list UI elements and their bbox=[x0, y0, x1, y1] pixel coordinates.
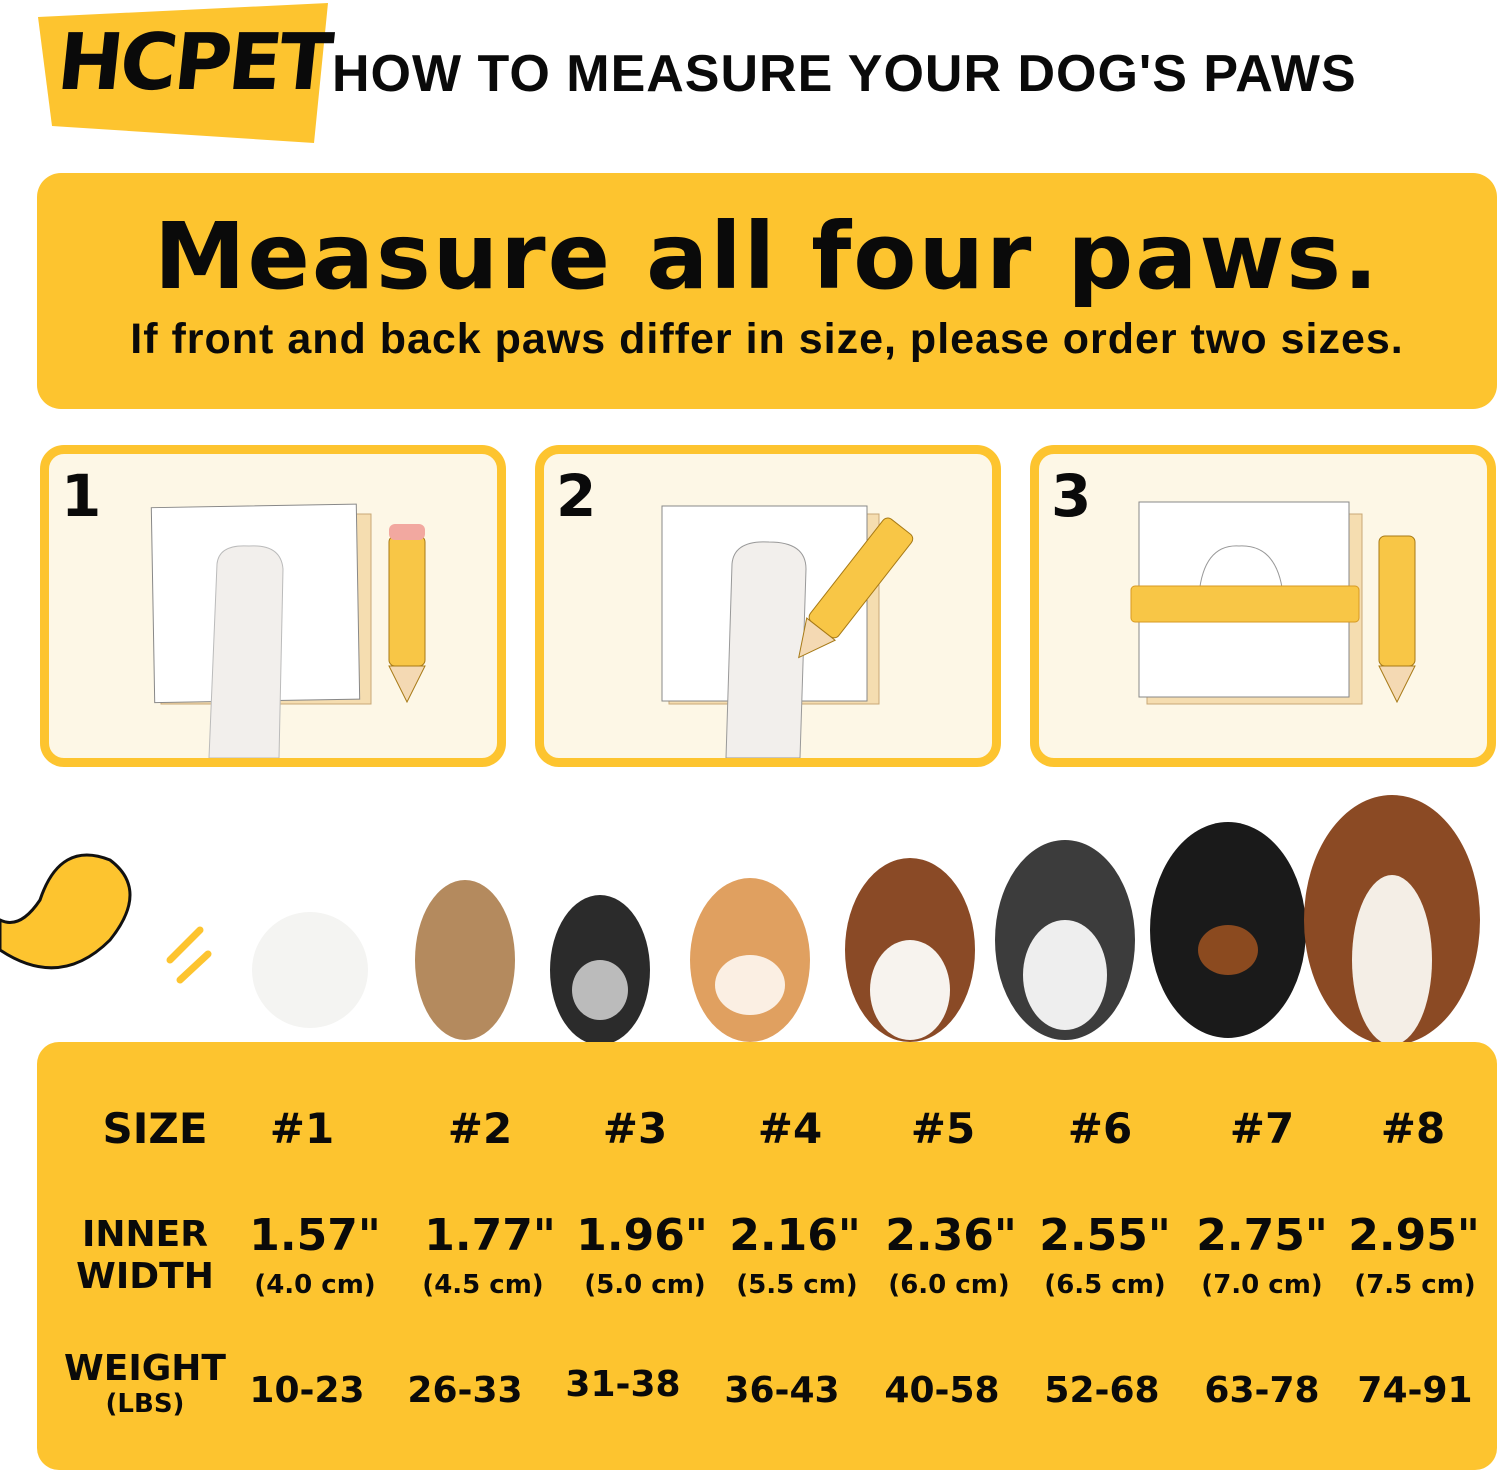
weight-range: 26-33 bbox=[407, 1370, 523, 1411]
size-header: #7 bbox=[1229, 1104, 1295, 1153]
width-inches: 2.36" bbox=[885, 1210, 1017, 1261]
weight-range: 36-43 bbox=[724, 1370, 840, 1411]
dog-husky-icon bbox=[995, 840, 1135, 1040]
size-header: #2 bbox=[447, 1104, 513, 1153]
dog-schnauzer-icon bbox=[550, 895, 650, 1045]
inner-label: INNER bbox=[82, 1214, 208, 1255]
measure-with-ruler-illustration bbox=[1130, 501, 1416, 705]
size-row-label: SIZE bbox=[102, 1104, 208, 1153]
dog-aussie-icon bbox=[845, 858, 975, 1042]
step-number: 3 bbox=[1051, 462, 1092, 530]
size-header: #8 bbox=[1380, 1104, 1446, 1153]
dog-rottweiler-icon bbox=[1150, 822, 1306, 1038]
weight-range: 40-58 bbox=[884, 1370, 1000, 1411]
dog-bichon-icon bbox=[252, 912, 368, 1028]
size-header: #4 bbox=[757, 1104, 823, 1153]
width-inches: 2.95" bbox=[1348, 1210, 1480, 1261]
dog-yorkie-icon bbox=[415, 880, 515, 1040]
width-cm: (5.5 cm) bbox=[736, 1270, 858, 1300]
weight-label: WEIGHT (LBS) bbox=[64, 1348, 226, 1419]
step-number: 1 bbox=[61, 462, 102, 530]
banner-headline: Measure all four paws. bbox=[153, 203, 1381, 310]
size-header: #5 bbox=[910, 1104, 976, 1153]
dog-shiba-icon bbox=[690, 878, 810, 1042]
step-3-panel: 3 bbox=[1030, 445, 1496, 767]
width-cm: (4.5 cm) bbox=[422, 1270, 544, 1300]
width-cm: (5.0 cm) bbox=[584, 1270, 706, 1300]
step-1-panel: 1 bbox=[40, 445, 506, 767]
weight-unit-label: (LBS) bbox=[105, 1389, 185, 1419]
step-2-panel: 2 bbox=[535, 445, 1001, 767]
weight-range: 10-23 bbox=[249, 1370, 365, 1411]
dog-breeds-lineup bbox=[0, 795, 1480, 1045]
banner-subline: If front and back paws differ in size, p… bbox=[130, 315, 1404, 363]
logo-background bbox=[38, 3, 328, 143]
width-inches: 2.55" bbox=[1039, 1210, 1171, 1261]
size-chart-table: SIZE INNER WIDTH WEIGHT (LBS) #1 #2 #3 #… bbox=[37, 1042, 1497, 1470]
weight-range: 63-78 bbox=[1204, 1370, 1320, 1411]
swoosh-decoration bbox=[0, 853, 212, 984]
size-header: #6 bbox=[1067, 1104, 1133, 1153]
width-inches: 1.96" bbox=[576, 1210, 708, 1261]
step-number: 2 bbox=[556, 462, 597, 530]
width-cm: (6.5 cm) bbox=[1044, 1270, 1166, 1300]
instruction-banner: Measure all four paws. If front and back… bbox=[37, 173, 1497, 409]
width-inches: 2.16" bbox=[729, 1210, 861, 1261]
trace-paw-illustration bbox=[661, 505, 914, 758]
inner-width-label: INNER WIDTH bbox=[76, 1214, 214, 1298]
size-header: #1 bbox=[269, 1104, 335, 1153]
size-header: #3 bbox=[602, 1104, 668, 1153]
width-label: WIDTH bbox=[76, 1256, 214, 1297]
width-cm: (7.0 cm) bbox=[1201, 1270, 1323, 1300]
width-cm: (4.0 cm) bbox=[254, 1270, 376, 1300]
dog-saint-bernard-icon bbox=[1304, 795, 1480, 1045]
width-cm: (6.0 cm) bbox=[888, 1270, 1010, 1300]
width-inches: 1.77" bbox=[424, 1210, 556, 1261]
weight-range: 31-38 bbox=[565, 1364, 681, 1405]
brand-logo: HCPET bbox=[53, 18, 334, 108]
width-inches: 1.57" bbox=[249, 1210, 381, 1261]
weight-range: 74-91 bbox=[1357, 1370, 1473, 1411]
paw-on-paper-illustration bbox=[150, 503, 426, 758]
page-title: HOW TO MEASURE YOUR DOG'S PAWS bbox=[332, 45, 1357, 103]
weight-label-text: WEIGHT bbox=[64, 1348, 226, 1389]
width-inches: 2.75" bbox=[1196, 1210, 1328, 1261]
weight-range: 52-68 bbox=[1044, 1370, 1160, 1411]
width-cm: (7.5 cm) bbox=[1354, 1270, 1476, 1300]
